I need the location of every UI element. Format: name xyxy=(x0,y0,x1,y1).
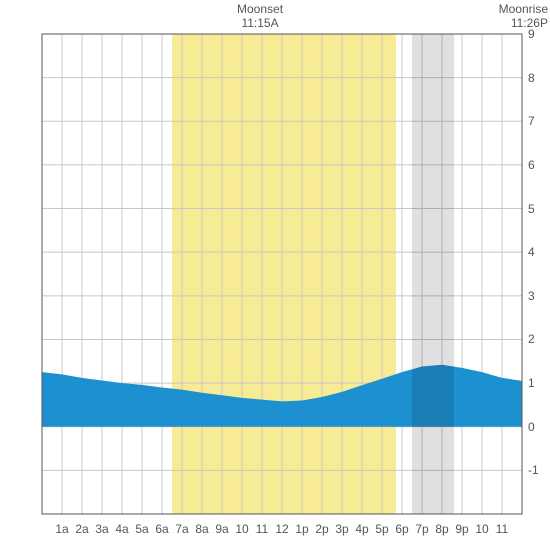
moonrise-time: 11:26P xyxy=(499,16,548,30)
y-tick-label: 1 xyxy=(528,376,535,390)
x-tick-label: 1a xyxy=(55,522,68,536)
x-tick-label: 4a xyxy=(115,522,128,536)
tide-chart: Moonset 11:15A Moonrise 11:26P -10123456… xyxy=(0,0,550,550)
y-tick-label: 8 xyxy=(528,71,535,85)
x-tick-label: 11 xyxy=(496,522,508,536)
x-tick-label: 7a xyxy=(175,522,188,536)
y-tick-label: 6 xyxy=(528,158,535,172)
chart-svg xyxy=(0,0,550,550)
y-tick-label: 4 xyxy=(528,245,535,259)
x-tick-label: 11 xyxy=(256,522,268,536)
x-tick-label: 2p xyxy=(315,522,328,536)
x-tick-label: 12 xyxy=(275,522,288,536)
x-tick-label: 5a xyxy=(135,522,148,536)
x-tick-label: 9a xyxy=(215,522,228,536)
moonset-annotation: Moonset 11:15A xyxy=(237,2,283,31)
x-tick-label: 1p xyxy=(295,522,308,536)
moonset-title: Moonset xyxy=(237,2,283,16)
x-tick-label: 6a xyxy=(155,522,168,536)
x-tick-label: 7p xyxy=(415,522,428,536)
moonrise-title: Moonrise xyxy=(499,2,548,16)
x-tick-label: 6p xyxy=(395,522,408,536)
x-tick-label: 3p xyxy=(335,522,348,536)
moonrise-annotation: Moonrise 11:26P xyxy=(499,2,548,31)
x-tick-label: 4p xyxy=(355,522,368,536)
x-tick-label: 10 xyxy=(235,522,248,536)
y-tick-label: 0 xyxy=(528,420,535,434)
x-tick-label: 8a xyxy=(195,522,208,536)
y-tick-label: 2 xyxy=(528,332,535,346)
y-tick-label: 5 xyxy=(528,202,535,216)
y-tick-label: 7 xyxy=(528,114,535,128)
x-tick-label: 8p xyxy=(435,522,448,536)
x-tick-label: 5p xyxy=(375,522,388,536)
x-tick-label: 3a xyxy=(95,522,108,536)
y-tick-label: -1 xyxy=(528,463,539,477)
moonset-time: 11:15A xyxy=(237,16,283,30)
x-tick-label: 2a xyxy=(75,522,88,536)
x-tick-label: 10 xyxy=(475,522,488,536)
y-tick-label: 3 xyxy=(528,289,535,303)
y-tick-label: 9 xyxy=(528,27,535,41)
x-tick-label: 9p xyxy=(455,522,468,536)
